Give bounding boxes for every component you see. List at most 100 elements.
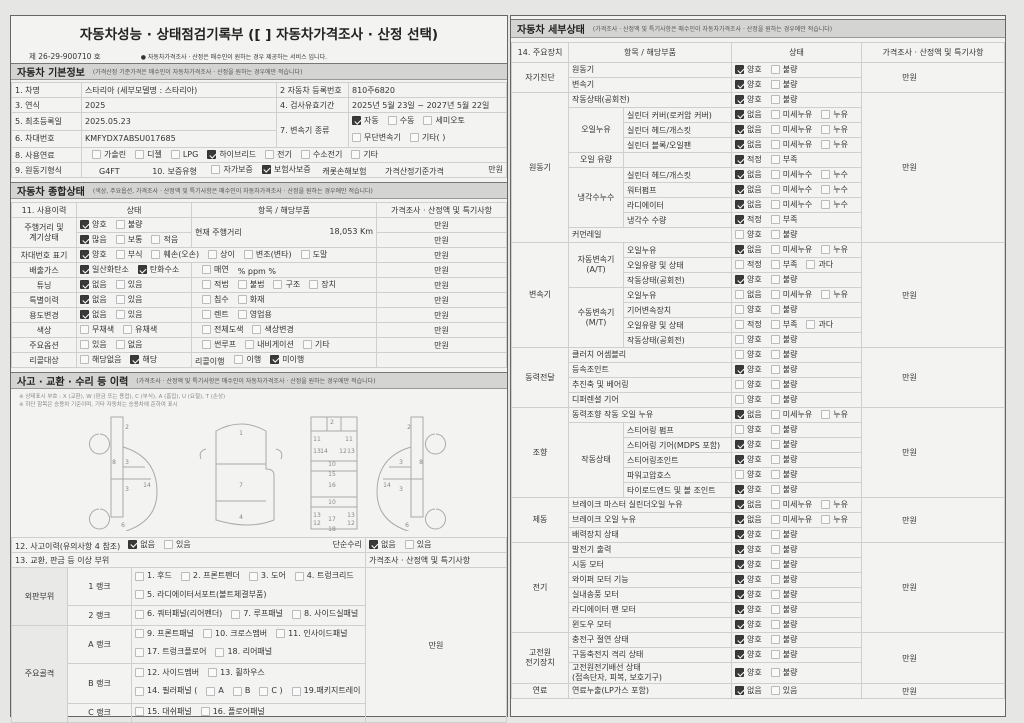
checkbox-option[interactable]: 불량 [770,334,797,345]
checkbox-checked[interactable] [735,155,745,164]
checkbox-option[interactable]: 1. 후드 [135,569,172,585]
checkbox-unchecked[interactable] [231,609,241,619]
checkbox-unchecked[interactable] [115,295,125,304]
checkbox-option[interactable]: 양호 [735,604,762,615]
checkbox-checked[interactable] [735,80,745,89]
checkbox-option[interactable]: 일산화탄소 [80,264,129,275]
checkbox-checked[interactable] [735,686,745,695]
checkbox-option[interactable]: 무채색 [80,324,114,335]
checkbox-option[interactable]: 2. 프론트펜더 [180,569,240,585]
checkbox-option[interactable]: 전기 [265,149,292,160]
checkbox-option[interactable]: 구조 [273,279,300,290]
checkbox-unchecked[interactable] [770,545,780,554]
checkbox-unchecked[interactable] [423,116,433,125]
checkbox-option[interactable]: 미세누수 [770,199,812,210]
checkbox-unchecked[interactable] [735,260,745,269]
checkbox-checked[interactable] [137,265,147,274]
checkbox-option[interactable]: 있음 [115,279,142,290]
checkbox-unchecked[interactable] [276,629,286,638]
checkbox-unchecked[interactable] [206,686,216,696]
checkbox-unchecked[interactable] [115,235,125,244]
checkbox-unchecked[interactable] [294,571,304,581]
checkbox-checked[interactable] [735,110,745,119]
checkbox-checked[interactable] [735,500,745,509]
checkbox-option[interactable]: 양호 [735,589,762,600]
checkbox-unchecked[interactable] [237,310,247,319]
checkbox-option[interactable]: 양호 [735,94,762,105]
checkbox-unchecked[interactable] [770,560,780,569]
checkbox-checked[interactable] [735,65,745,74]
checkbox-unchecked[interactable] [735,230,745,239]
checkbox-checked[interactable] [735,635,745,644]
checkbox-option[interactable]: 양호 [80,249,107,260]
checkbox-option[interactable]: 양호 [735,484,762,495]
checkbox-unchecked[interactable] [123,325,133,334]
checkbox-option[interactable]: 세미오토 [423,114,465,129]
checkbox-unchecked[interactable] [80,325,89,334]
checkbox-unchecked[interactable] [770,215,780,224]
checkbox-option[interactable]: 양호 [735,469,762,480]
checkbox-option[interactable]: 미세누유 [770,244,812,255]
checkbox-option[interactable]: 미세누유 [770,289,812,300]
checkbox-checked[interactable] [735,275,745,284]
checkbox-option[interactable]: 7. 루프패널 [231,606,283,622]
checkbox-unchecked[interactable] [770,140,780,149]
checkbox-option[interactable]: 없음 [735,289,762,300]
checkbox-unchecked[interactable] [735,425,745,434]
checkbox-option[interactable]: 상이 [208,249,235,260]
checkbox-unchecked[interactable] [735,350,745,359]
checkbox-option[interactable]: 양호 [735,274,762,285]
checkbox-unchecked[interactable] [770,305,780,314]
checkbox-option[interactable]: 없음 [735,514,762,525]
checkbox-unchecked[interactable] [821,110,831,119]
checkbox-checked[interactable] [735,560,745,569]
checkbox-checked[interactable] [735,530,745,539]
checkbox-option[interactable]: 19.패키지트레이 [291,683,361,699]
checkbox-option[interactable]: 미세누유 [770,109,812,120]
checkbox-option[interactable]: 없음 [369,539,396,550]
checkbox-unchecked[interactable] [821,125,831,134]
checkbox-option[interactable]: 누유 [821,499,848,510]
checkbox-option[interactable]: 적음 [151,234,178,245]
checkbox-option[interactable]: 불량 [770,604,797,615]
checkbox-unchecked[interactable] [115,310,125,319]
checkbox-unchecked[interactable] [821,290,831,299]
checkbox-option[interactable]: 불량 [770,574,797,585]
checkbox-option[interactable]: 유채색 [123,324,157,335]
checkbox-unchecked[interactable] [770,455,780,464]
checkbox-unchecked[interactable] [821,500,831,509]
checkbox-checked[interactable] [735,95,745,104]
checkbox-checked[interactable] [735,485,745,494]
checkbox-option[interactable]: 매연 [202,264,229,275]
checkbox-unchecked[interactable] [351,150,361,159]
checkbox-unchecked[interactable] [770,425,780,434]
checkbox-unchecked[interactable] [770,125,780,134]
checkbox-unchecked[interactable] [770,320,780,329]
checkbox-option[interactable]: 양호 [735,619,762,630]
checkbox-checked[interactable] [80,220,89,229]
checkbox-option[interactable]: 양호 [735,667,762,678]
checkbox-unchecked[interactable] [821,140,831,149]
checkbox-unchecked[interactable] [770,350,780,359]
checkbox-unchecked[interactable] [135,686,144,696]
checkbox-option[interactable]: 불량 [115,219,142,230]
checkbox-unchecked[interactable] [211,164,221,174]
checkbox-option[interactable]: 적정 [735,259,762,270]
checkbox-option[interactable]: 18. 리어패널 [215,644,272,660]
checkbox-option[interactable]: 기타( ) [409,130,445,145]
checkbox-option[interactable]: 적정 [735,319,762,330]
checkbox-unchecked[interactable] [821,245,831,254]
checkbox-option[interactable]: 9. 프론트패널 [135,626,194,642]
checkbox-unchecked[interactable] [770,500,780,509]
checkbox-unchecked[interactable] [202,340,211,349]
checkbox-option[interactable]: 불법 [237,279,264,290]
checkbox-unchecked[interactable] [232,686,242,696]
checkbox-checked[interactable] [735,650,745,659]
checkbox-unchecked[interactable] [770,650,780,659]
checkbox-option[interactable]: 수동 [387,114,414,129]
checkbox-option[interactable]: 양호 [735,559,762,570]
checkbox-option[interactable]: 없음 [80,294,107,305]
checkbox-option[interactable]: 없음 [115,339,142,350]
checkbox-option[interactable]: 미세누유 [770,409,812,420]
checkbox-unchecked[interactable] [273,280,283,289]
